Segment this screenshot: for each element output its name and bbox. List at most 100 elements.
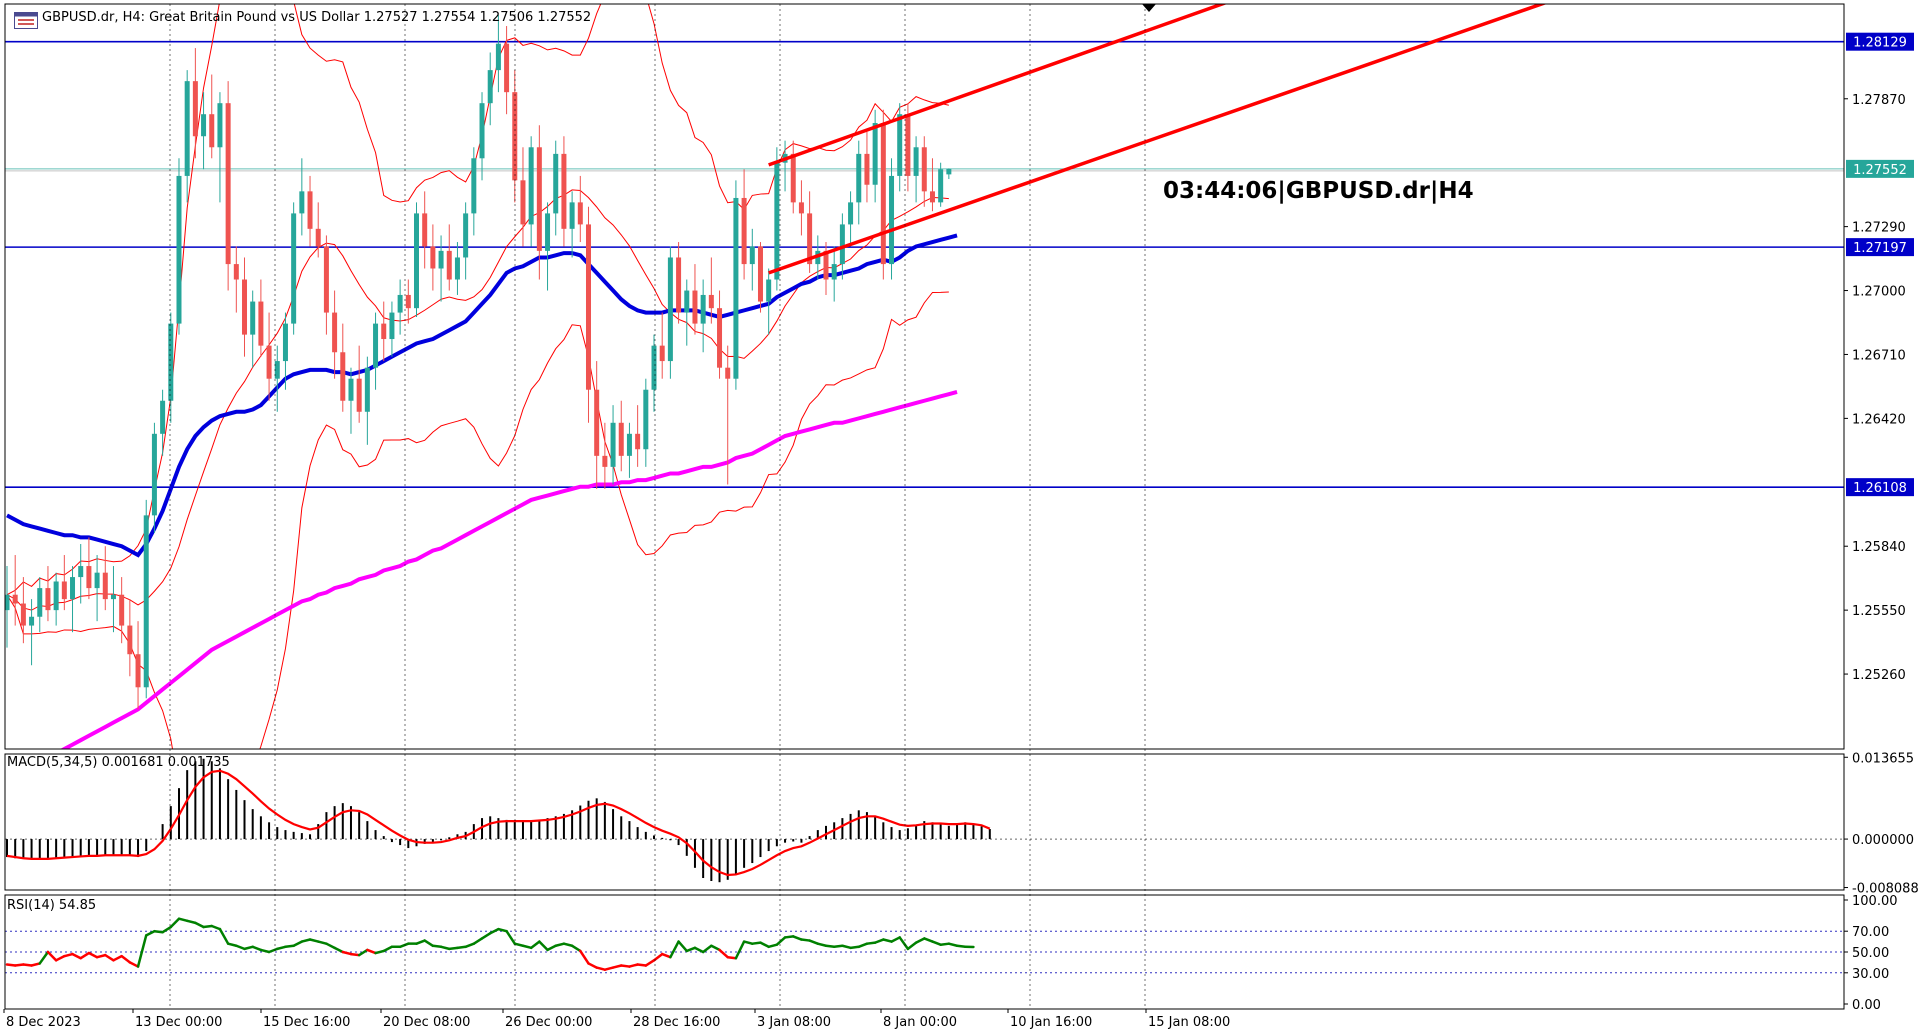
candle-body: [258, 301, 264, 346]
candle: [700, 279, 706, 353]
rsi-line-segment: [276, 945, 287, 951]
rsi-line-segment: [660, 952, 672, 959]
rsi-line-segment: [185, 919, 197, 925]
candle: [569, 191, 575, 258]
rsi-line-segment: [955, 944, 967, 949]
rsi-line-segment: [472, 937, 484, 945]
candle-body: [61, 581, 67, 600]
candle: [585, 206, 591, 423]
candle-body: [585, 224, 591, 390]
candle: [381, 301, 387, 362]
candle-body: [192, 81, 198, 137]
candle-body: [856, 153, 862, 203]
candle-body: [643, 389, 649, 450]
rsi-line-segment: [120, 954, 132, 964]
candle: [45, 566, 51, 622]
candle: [258, 279, 264, 357]
candle-body: [299, 191, 305, 214]
rsi-line-segment: [439, 945, 451, 951]
candle-body: [430, 246, 436, 269]
candle-body: [135, 654, 141, 688]
candle: [110, 566, 116, 633]
channel-line: [768, 4, 1228, 167]
candle-body: [692, 290, 698, 324]
candle: [594, 361, 600, 489]
candle: [929, 158, 935, 212]
candle: [463, 202, 469, 280]
candle-body: [807, 213, 813, 265]
rsi-line-segment: [259, 948, 271, 954]
candle: [848, 191, 854, 247]
rsi-line-segment: [816, 942, 828, 948]
candle: [733, 180, 739, 390]
rsi-line-segment: [22, 963, 33, 967]
candle-body: [626, 433, 632, 456]
candle: [12, 555, 18, 626]
candle-body: [217, 103, 223, 148]
candle-body: [577, 202, 583, 225]
candle-body: [757, 246, 763, 302]
candle: [86, 537, 92, 600]
rsi-line-segment: [210, 924, 222, 931]
chart-window-icon[interactable]: [14, 12, 38, 29]
candle-body: [528, 147, 534, 225]
rsi-line-segment: [841, 944, 852, 950]
rsi-line-segment: [636, 963, 648, 967]
candle: [487, 52, 493, 126]
rsi-line-segment: [423, 939, 435, 948]
rsi-line-segment: [128, 961, 140, 968]
rsi-line-segment: [284, 944, 295, 949]
candle-body: [471, 158, 477, 214]
candle: [471, 147, 477, 236]
rsi-line-segment: [865, 941, 877, 945]
candle-body: [610, 422, 616, 467]
candle-body: [348, 378, 354, 401]
current-price-box: [1846, 159, 1914, 178]
candle: [274, 345, 280, 412]
candle: [454, 242, 460, 295]
rsi-line-segment: [104, 953, 115, 962]
macd-label: MACD(5,34,5) 0.001681 0.001735: [7, 755, 230, 770]
rsi-line-segment: [87, 951, 99, 959]
level-price-box: [1846, 238, 1914, 257]
candle-body: [225, 103, 231, 265]
candle: [717, 290, 723, 379]
rsi-line-segment: [808, 939, 820, 945]
candle-body: [725, 367, 731, 379]
candle: [872, 109, 878, 203]
rsi-line-segment: [644, 959, 656, 967]
macd-panel-frame: [4, 753, 1845, 891]
candle: [397, 279, 403, 335]
rsi-line-segment: [783, 935, 795, 939]
rsi-line-segment: [791, 935, 803, 941]
candle-body: [545, 213, 551, 251]
rsi-line-segment: [194, 921, 205, 929]
candle-body: [94, 572, 100, 589]
candle-body: [790, 153, 796, 203]
candle: [545, 202, 551, 291]
rsi-line-segment: [243, 945, 254, 951]
candle-body: [495, 43, 501, 71]
candle-body: [291, 213, 297, 324]
rsi-line-segment: [562, 942, 574, 948]
rsi-line-segment: [382, 945, 394, 953]
candle-body: [708, 294, 714, 309]
candle: [356, 345, 362, 423]
bollinger-middle-band: [6, 189, 949, 611]
candle-body: [864, 153, 870, 185]
candle: [651, 334, 657, 412]
y-tick-label: 1.26710: [1852, 348, 1906, 363]
candle-body: [569, 202, 575, 229]
rsi-line-segment: [46, 950, 58, 962]
candle-body: [78, 566, 84, 578]
candle: [790, 140, 796, 214]
candle: [749, 228, 755, 291]
y-tick-label: 1.27290: [1852, 221, 1906, 236]
rsi-line-segment: [71, 952, 82, 960]
candle-body: [479, 103, 485, 159]
rsi-line-segment: [513, 942, 525, 948]
candle: [741, 169, 747, 280]
candle: [864, 131, 870, 203]
candle: [831, 246, 837, 302]
